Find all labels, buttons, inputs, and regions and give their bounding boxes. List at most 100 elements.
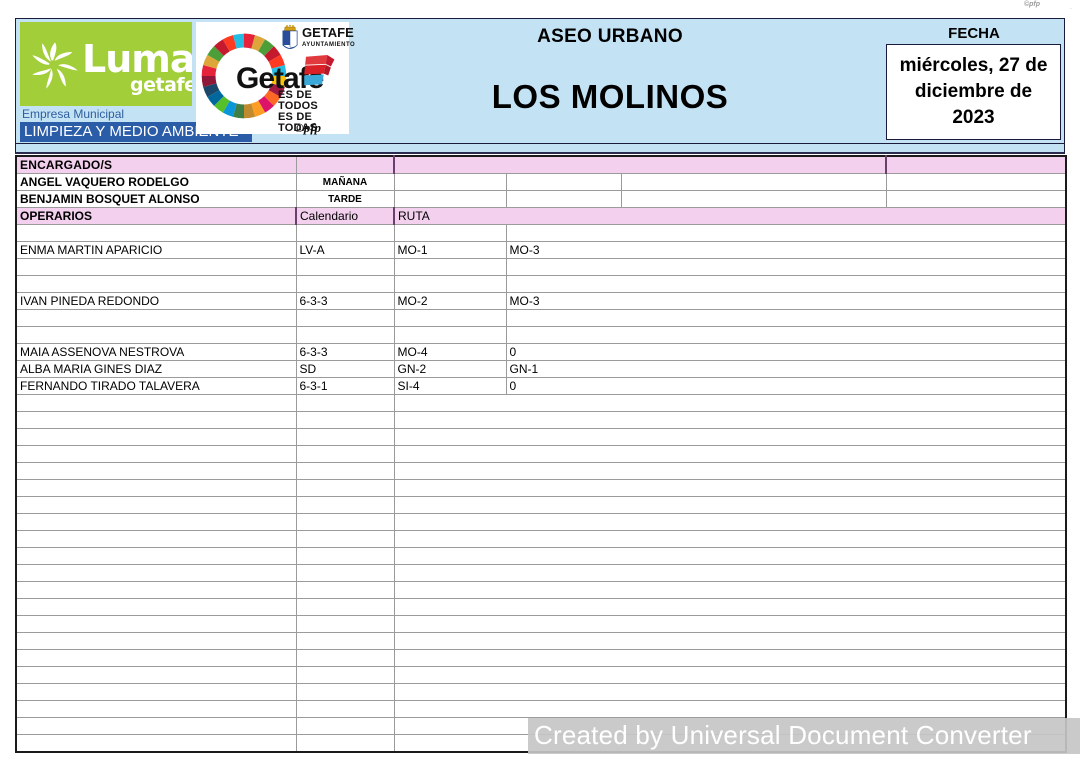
operario-calendario: SD: [295, 360, 395, 378]
operarios-header-label: OPERARIOS: [15, 207, 297, 225]
empty-row: [15, 598, 1067, 616]
boss-c5: [620, 173, 887, 191]
fecha-box: miércoles, 27 de diciembre de 2023: [886, 44, 1061, 140]
empty-cell-name: [15, 581, 297, 599]
luma-company-line: Empresa Municipal: [22, 107, 125, 121]
operario-calendario: 6-3-1: [295, 377, 395, 395]
operario-ruta1: SI-4: [393, 377, 507, 395]
operario-ruta2: 0: [505, 343, 1067, 361]
operario-ruta1: MO-1: [393, 241, 507, 259]
empty-cell-name: [15, 649, 297, 667]
getafe-logo: Getafe GETAFE AYUNTAMIENTO ES DE TODOS E…: [196, 22, 355, 135]
empty-cell-ruta: [393, 462, 1067, 480]
empty-row: [15, 411, 1067, 429]
empty-cell-name: [15, 683, 297, 701]
operario-calendario: [295, 275, 395, 293]
operario-ruta2: GN-1: [505, 360, 1067, 378]
getafe-crest-icon: [282, 25, 298, 49]
operario-row: FERNANDO TIRADO TALAVERA 6-3-1 SI-4 0: [15, 377, 1067, 395]
header-band-bottom-strip: [15, 144, 1065, 154]
empty-cell-name: [15, 717, 297, 735]
empty-row: [15, 564, 1067, 582]
empty-cell-name: [15, 411, 297, 429]
boss-c6: [885, 173, 1067, 191]
operario-ruta1: GN-2: [393, 360, 507, 378]
operario-name: ENMA MARTIN APARICIO: [15, 241, 297, 259]
empty-cell-calendario: [295, 496, 395, 514]
operario-row: IVAN PINEDA REDONDO 6-3-3 MO-2 MO-3: [15, 292, 1067, 310]
operario-calendario: 6-3-3: [295, 343, 395, 361]
corner-dot: .: [1070, 4, 1072, 11]
empty-row: [15, 615, 1067, 633]
boss-c4: [505, 190, 622, 208]
operario-calendario: [295, 258, 395, 276]
empty-cell-ruta: [393, 445, 1067, 463]
empty-cell-calendario: [295, 666, 395, 684]
empty-cell-ruta: [393, 581, 1067, 599]
empty-cell-calendario: [295, 513, 395, 531]
operario-calendario: 6-3-3: [295, 292, 395, 310]
getafe-flag-icon: [304, 55, 335, 86]
empty-cell-name: [15, 666, 297, 684]
empty-cell-calendario: [295, 598, 395, 616]
assignment-table-body: ENCARGADO/S ANGEL VAQUERO RODELGO MAÑANA BE…: [15, 155, 1067, 753]
fecha-label: FECHA: [948, 25, 1000, 42]
assignment-table: ENCARGADO/S ANGEL VAQUERO RODELGO MAÑANA BE…: [15, 155, 1068, 753]
fecha-value: miércoles, 27 de diciembre de 2023: [899, 55, 1048, 128]
luma-swirl-icon: [32, 42, 78, 89]
boss-name: BENJAMIN BOSQUET ALONSO: [15, 190, 297, 208]
operarios-header-row: OPERARIOS Calendario RUTA: [15, 207, 1067, 225]
empty-cell-name: [15, 479, 297, 497]
empty-cell-name: [15, 530, 297, 548]
getafe-ayto-title: GETAFE: [302, 25, 354, 40]
empty-cell-name: [15, 632, 297, 650]
empty-cell-calendario: [295, 394, 395, 412]
empty-row: [15, 683, 1067, 701]
empty-cell-name: [15, 598, 297, 616]
empty-row: [15, 632, 1067, 650]
operario-ruta2: [505, 326, 1067, 344]
operario-row: [15, 309, 1067, 327]
luma-department-text: LIMPIEZA Y MEDIO AMBIENTE: [24, 123, 239, 140]
operario-ruta1: MO-2: [393, 292, 507, 310]
empty-cell-ruta: [393, 666, 1067, 684]
operario-ruta1: [393, 309, 507, 327]
luma-logo: Luma getafe Empresa Municipal LIMPIEZA Y…: [20, 22, 252, 142]
empty-cell-calendario: [295, 615, 395, 633]
empty-cell-name: [15, 513, 297, 531]
operario-ruta2: [505, 258, 1067, 276]
page-subtitle: ASEO URBANO: [537, 26, 683, 47]
operario-row: MAIA ASSENOVA NESTROVA 6-3-3 MO-4 0: [15, 343, 1067, 361]
empty-cell-calendario: [295, 717, 395, 735]
operario-ruta1: [393, 258, 507, 276]
boss-c4: [505, 173, 622, 191]
empty-row: [15, 666, 1067, 684]
empty-cell-ruta: [393, 649, 1067, 667]
empty-cell-ruta: [393, 700, 1067, 718]
empty-cell-name: [15, 700, 297, 718]
luma-brand-text: Luma: [82, 37, 192, 81]
boss-c3: [393, 173, 507, 191]
empty-cell-calendario: [295, 649, 395, 667]
operario-row: [15, 275, 1067, 293]
empty-cell-calendario: [295, 734, 395, 753]
encargado-header-c4: [885, 155, 1067, 174]
operario-name: [15, 275, 297, 293]
empty-row: [15, 530, 1067, 548]
operario-name: ALBA MARIA GINES DIAZ: [15, 360, 297, 378]
operario-ruta1: [393, 224, 507, 242]
empty-cell-name: [15, 564, 297, 582]
operario-row: ALBA MARIA GINES DIAZ SD GN-2 GN-1: [15, 360, 1067, 378]
boss-c5: [620, 190, 887, 208]
operario-name: IVAN PINEDA REDONDO: [15, 292, 297, 310]
operario-name: [15, 224, 297, 242]
boss-name: ANGEL VAQUERO RODELGO: [15, 173, 297, 191]
empty-cell-calendario: [295, 411, 395, 429]
empty-cell-ruta: [393, 683, 1067, 701]
empty-cell-ruta: [393, 632, 1067, 650]
operario-name: [15, 326, 297, 344]
empty-cell-ruta: [393, 394, 1067, 412]
encargado-header-c3: [392, 155, 887, 174]
empty-cell-calendario: [295, 530, 395, 548]
